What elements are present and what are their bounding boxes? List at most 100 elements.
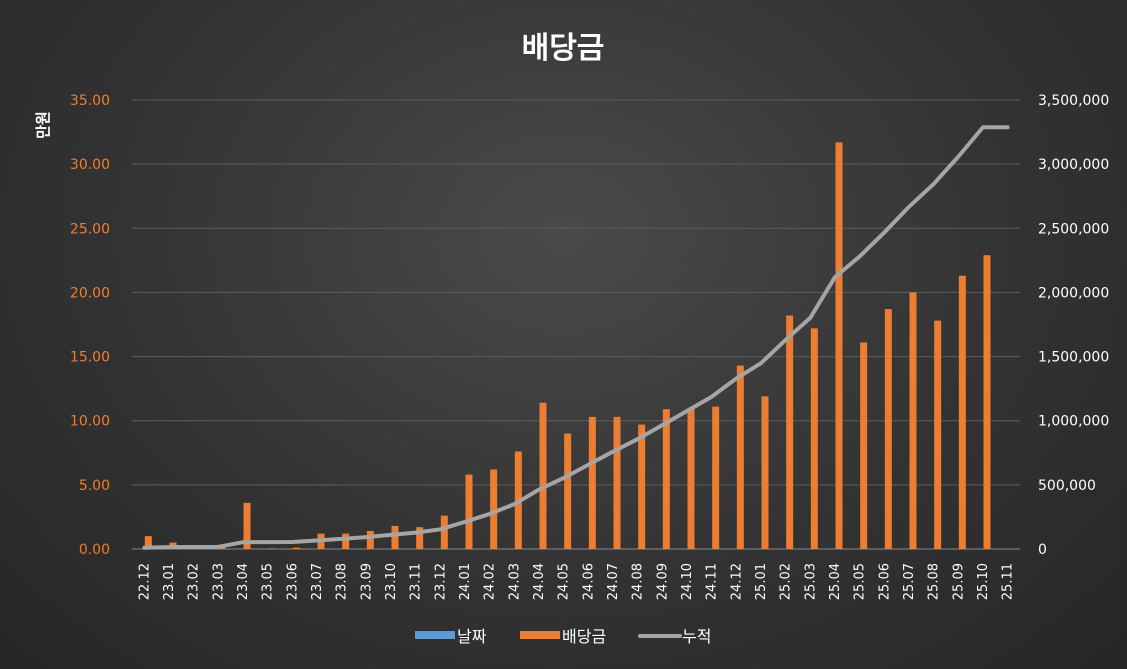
x-tick-label: 24.11 xyxy=(705,563,720,600)
x-tick-label: 24.09 xyxy=(655,563,670,600)
right-tick-label: 1,000,000 xyxy=(1038,414,1109,430)
bar-배당금 xyxy=(490,469,498,549)
bar-배당금 xyxy=(465,474,473,549)
x-tick-label: 23.03 xyxy=(211,563,226,600)
line-series xyxy=(142,125,1010,550)
x-tick-label: 23.11 xyxy=(409,563,424,600)
x-tick-label: 25.09 xyxy=(951,563,966,600)
bar-배당금 xyxy=(958,275,966,549)
right-tick-label: 3,500,000 xyxy=(1038,93,1109,109)
line-누적 xyxy=(142,125,1010,550)
x-tick-label: 23.08 xyxy=(335,563,350,600)
x-tick-label: 24.04 xyxy=(532,563,547,600)
x-tick-label: 25.05 xyxy=(853,563,868,600)
bar-배당금 xyxy=(662,409,670,549)
x-tick-label: 25.10 xyxy=(976,563,991,600)
bar-배당금 xyxy=(416,527,424,549)
bar-배당금 xyxy=(835,142,843,549)
bar-배당금 xyxy=(786,315,794,549)
bar-배당금 xyxy=(564,433,572,549)
x-tick-label: 22.12 xyxy=(137,563,152,600)
bar-배당금 xyxy=(638,424,646,549)
bar-배당금 xyxy=(440,515,448,549)
right-tick-label: 0 xyxy=(1038,542,1047,558)
x-tick-label: 25.02 xyxy=(779,563,794,600)
x-tick-label: 24.05 xyxy=(557,563,572,600)
bar-배당금 xyxy=(268,548,276,549)
bar-배당금 xyxy=(983,255,991,549)
x-tick-label: 24.02 xyxy=(483,563,498,600)
right-tick-label: 2,000,000 xyxy=(1038,285,1109,301)
x-tick-label: 25.07 xyxy=(902,563,917,600)
bar-배당금 xyxy=(588,416,596,549)
x-tick-label: 24.12 xyxy=(729,563,744,600)
right-tick-label: 3,000,000 xyxy=(1038,157,1109,173)
left-tick-label: 15.00 xyxy=(70,350,110,366)
x-tick-label: 24.07 xyxy=(606,563,621,600)
x-axis-ticks: 22.12 23.01 23.02 23.03 23.04 23.05 23.06 23.07… xyxy=(137,563,1015,600)
x-tick-label: 23.05 xyxy=(261,563,276,600)
x-tick-label: 23.09 xyxy=(359,563,374,600)
bar-배당금 xyxy=(860,342,868,549)
x-tick-label: 24.03 xyxy=(507,563,522,600)
legend-label: 배당금 xyxy=(562,627,606,646)
legend-label: 누적 xyxy=(682,627,711,646)
left-tick-label: 5.00 xyxy=(79,478,110,494)
left-tick-label: 20.00 xyxy=(70,285,110,301)
x-tick-label: 24.08 xyxy=(631,563,646,600)
bar-배당금 xyxy=(218,547,226,549)
x-tick-label: 23.01 xyxy=(162,563,177,600)
left-tick-label: 0.00 xyxy=(79,542,110,558)
bar-배당금 xyxy=(884,309,892,549)
bar-배당금 xyxy=(909,292,917,549)
x-tick-label: 24.01 xyxy=(458,563,473,600)
bar-배당금 xyxy=(243,502,251,549)
left-tick-label: 10.00 xyxy=(70,414,110,430)
x-tick-label: 23.02 xyxy=(187,563,202,600)
right-tick-label: 2,500,000 xyxy=(1038,221,1109,237)
x-tick-label: 23.12 xyxy=(433,563,448,600)
left-tick-label: 25.00 xyxy=(70,221,110,237)
x-tick-label: 25.03 xyxy=(803,563,818,600)
x-tick-label: 23.10 xyxy=(384,563,399,600)
x-tick-label: 24.10 xyxy=(680,563,695,600)
x-tick-label: 23.06 xyxy=(285,563,300,600)
bar-배당금 xyxy=(687,407,695,549)
legend-label: 날짜 xyxy=(457,627,487,646)
right-tick-label: 1,500,000 xyxy=(1038,350,1109,366)
legend: 날짜 배당금 누적 xyxy=(415,627,711,646)
bar-배당금 xyxy=(761,396,769,549)
bar-배당금 xyxy=(391,525,399,549)
bar-series xyxy=(144,142,991,549)
bar-배당금 xyxy=(366,531,374,549)
x-tick-label: 25.01 xyxy=(754,563,769,600)
x-tick-label: 25.08 xyxy=(927,563,942,600)
x-tick-label: 23.07 xyxy=(310,563,325,600)
bar-배당금 xyxy=(342,533,350,549)
x-tick-label: 25.11 xyxy=(1001,563,1016,600)
legend-swatch xyxy=(520,631,560,639)
x-tick-label: 24.06 xyxy=(581,563,596,600)
x-tick-label: 23.04 xyxy=(236,563,251,600)
bar-배당금 xyxy=(712,406,720,549)
x-tick-label: 25.04 xyxy=(828,563,843,600)
x-tick-label: 25.06 xyxy=(877,563,892,600)
bar-배당금 xyxy=(144,536,152,549)
bar-배당금 xyxy=(934,320,942,549)
left-tick-label: 30.00 xyxy=(70,157,110,173)
right-tick-label: 500,000 xyxy=(1038,478,1096,494)
chart-title: 배당금 xyxy=(522,31,605,66)
left-axis-ticks: 0.00 5.00 10.00 15.00 20.00 25.00 30.00 35.00 xyxy=(70,93,110,558)
right-axis-ticks: 0 500,000 1,000,000 1,500,000 2,000,000 2,500… xyxy=(1038,93,1109,558)
bar-배당금 xyxy=(810,328,818,549)
bar-배당금 xyxy=(736,365,744,549)
bar-배당금 xyxy=(613,416,621,549)
left-tick-label: 35.00 xyxy=(70,93,110,109)
bar-배당금 xyxy=(292,547,300,549)
gridlines xyxy=(132,99,1020,550)
legend-swatch xyxy=(415,631,455,639)
bar-배당금 xyxy=(539,402,547,549)
y-axis-title-left: 만원 xyxy=(34,111,52,139)
